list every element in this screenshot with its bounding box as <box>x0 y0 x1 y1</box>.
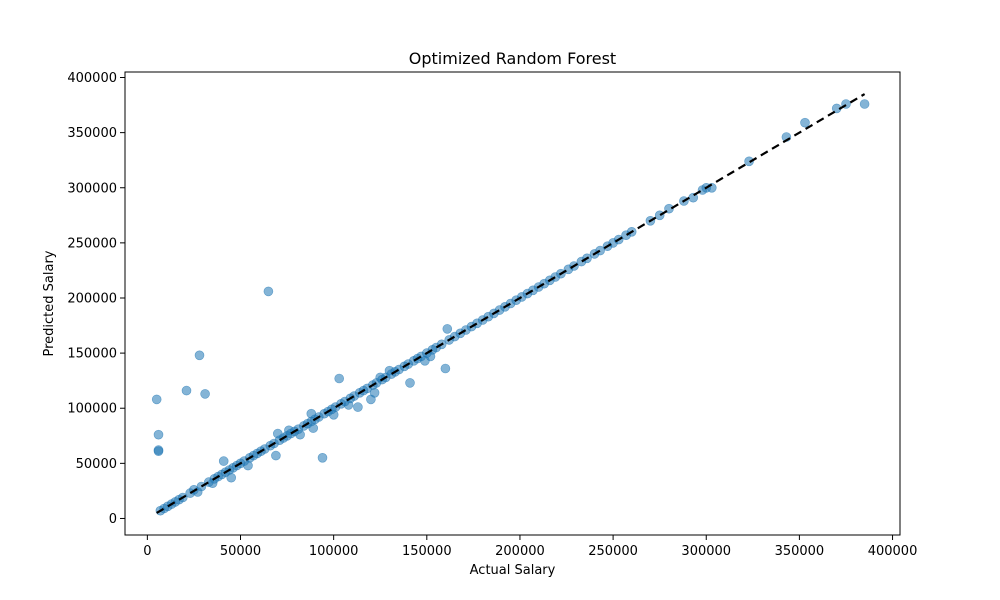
x-tick-label-1: 50000 <box>220 544 261 559</box>
outlier-point-11 <box>353 402 363 412</box>
plot-frame <box>124 71 901 536</box>
x-tick-label-5: 250000 <box>588 544 638 559</box>
y-tick-label-4: 200000 <box>67 291 117 306</box>
outlier-point-31 <box>343 400 354 410</box>
x-axis-label: Actual Salary <box>470 563 556 578</box>
outlier-point-16 <box>226 472 236 483</box>
data-point-98 <box>654 210 665 221</box>
y-tick-label-8: 400000 <box>67 71 117 86</box>
y-tick-label-0: 0 <box>109 512 117 527</box>
x-tick-label-4: 200000 <box>495 544 545 559</box>
outlier-point-4 <box>181 385 192 396</box>
outlier-point-23 <box>306 408 317 419</box>
outlier-point-7 <box>263 286 274 297</box>
outlier-point-5 <box>194 350 205 361</box>
x-axis: 0 50000 100000 150000 200000 250000 300000 3500… <box>143 535 917 559</box>
y-tick-label-7: 350000 <box>67 126 117 141</box>
data-point-110 <box>859 99 870 109</box>
outlier-point-14 <box>442 324 453 334</box>
y-tick-label-6: 300000 <box>67 181 117 196</box>
outlier-point-19 <box>369 387 380 398</box>
outlier-point-1 <box>153 429 164 440</box>
x-tick-label-7: 350000 <box>775 544 825 559</box>
outlier-point-32 <box>375 372 386 383</box>
y-tick-label-3: 150000 <box>67 347 117 362</box>
outlier-point-13 <box>440 363 451 374</box>
x-tick-label-8: 400000 <box>868 544 918 559</box>
x-tick-label-3: 150000 <box>402 544 452 559</box>
data-point-105 <box>744 156 754 167</box>
outlier-point-9 <box>317 452 328 463</box>
y-axis-label: Predicted Salary <box>42 250 57 356</box>
outlier-point-17 <box>243 460 253 471</box>
outlier-point-26 <box>295 429 305 440</box>
outlier-point-28 <box>207 478 218 489</box>
outlier-point-8 <box>271 450 281 461</box>
y-tick-label-5: 250000 <box>67 236 117 251</box>
y-tick-label-1: 50000 <box>76 457 117 472</box>
outlier-point-0 <box>151 394 162 405</box>
outlier-point-24 <box>328 409 339 420</box>
chart-title: Optimized Random Forest <box>409 49 616 68</box>
outlier-point-29 <box>272 428 283 439</box>
y-axis: 0 50000 100000 150000 200000 250000 300000 3500… <box>67 71 125 527</box>
outlier-point-6 <box>200 389 210 399</box>
x-tick-label-0: 0 <box>143 544 151 559</box>
outlier-point-3 <box>153 446 164 457</box>
outlier-point-10 <box>334 373 345 384</box>
identity-reference-line <box>156 93 866 514</box>
y-tick-label-2: 100000 <box>67 402 117 417</box>
x-tick-label-2: 100000 <box>309 544 359 559</box>
outlier-point-12 <box>405 378 415 388</box>
outlier-point-15 <box>218 456 229 466</box>
x-tick-label-6: 300000 <box>681 544 731 559</box>
outlier-point-27 <box>192 487 203 497</box>
outlier-point-30 <box>308 423 319 433</box>
data-point-107 <box>800 117 810 128</box>
reference-line-layer <box>156 93 866 514</box>
